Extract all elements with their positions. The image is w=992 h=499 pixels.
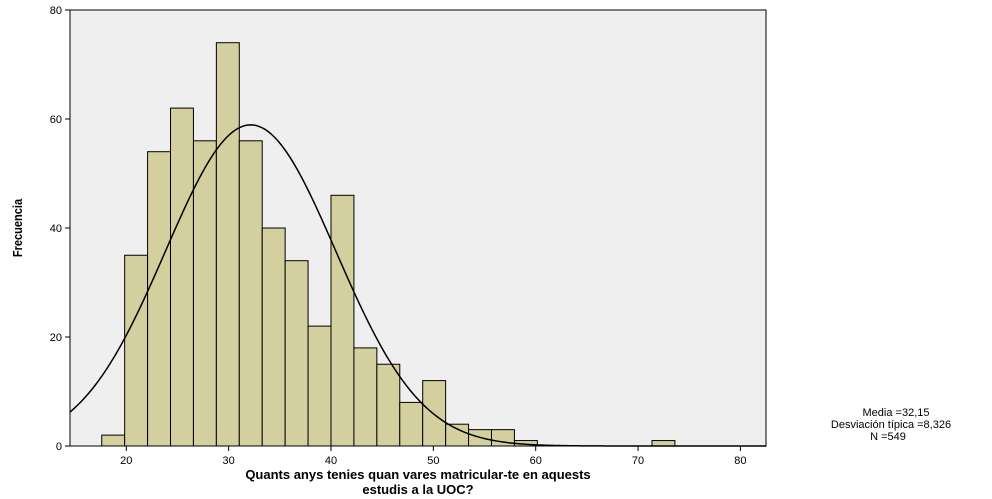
histogram-bar (192, 140, 217, 447)
y-tick-label: 60 (50, 114, 62, 126)
x-tick-label: 20 (120, 455, 132, 467)
histogram-bar (101, 434, 126, 447)
histogram-bar (284, 260, 309, 447)
x-tick-label: 80 (734, 455, 746, 467)
histogram-bar (261, 227, 286, 447)
histogram-bar (124, 254, 149, 447)
y-tick-label: 0 (56, 441, 62, 453)
histogram-bars (101, 42, 676, 447)
x-axis: 20 30 40 50 60 70 80 (120, 446, 747, 467)
stats-n: N =549 (870, 431, 906, 443)
histogram-bar (170, 107, 194, 447)
histogram-bar (147, 151, 172, 447)
histogram-bar (353, 347, 378, 447)
histogram-bar (422, 380, 447, 447)
x-tick-label: 30 (223, 455, 235, 467)
histogram-bar (399, 401, 424, 447)
x-tick-label: 70 (632, 455, 644, 467)
histogram-bar (651, 440, 676, 447)
stats-mean: Media =32,15 (863, 407, 930, 419)
x-axis-title-line-2: estudis a la UOC? (362, 482, 473, 497)
y-tick-label: 20 (50, 332, 62, 344)
histogram-bar (445, 423, 470, 447)
x-tick-label: 50 (427, 455, 439, 467)
histogram-bar (215, 42, 240, 447)
y-axis-title: Frecuencia (10, 199, 25, 258)
stats-std-dev: Desviación típica =8,326 (831, 419, 951, 431)
y-tick-label: 40 (50, 223, 62, 235)
x-tick-label: 40 (325, 455, 337, 467)
histogram-bar (330, 194, 355, 447)
x-axis-title-line-1: Quants anys tenies quan vares matricular… (245, 467, 590, 482)
x-tick-label: 60 (530, 455, 542, 467)
histogram-bar (238, 140, 263, 447)
histogram-bar (376, 363, 401, 447)
histogram-bar (307, 325, 332, 447)
y-axis: 0 20 40 60 80 (50, 5, 70, 453)
y-tick-label: 80 (50, 5, 62, 17)
